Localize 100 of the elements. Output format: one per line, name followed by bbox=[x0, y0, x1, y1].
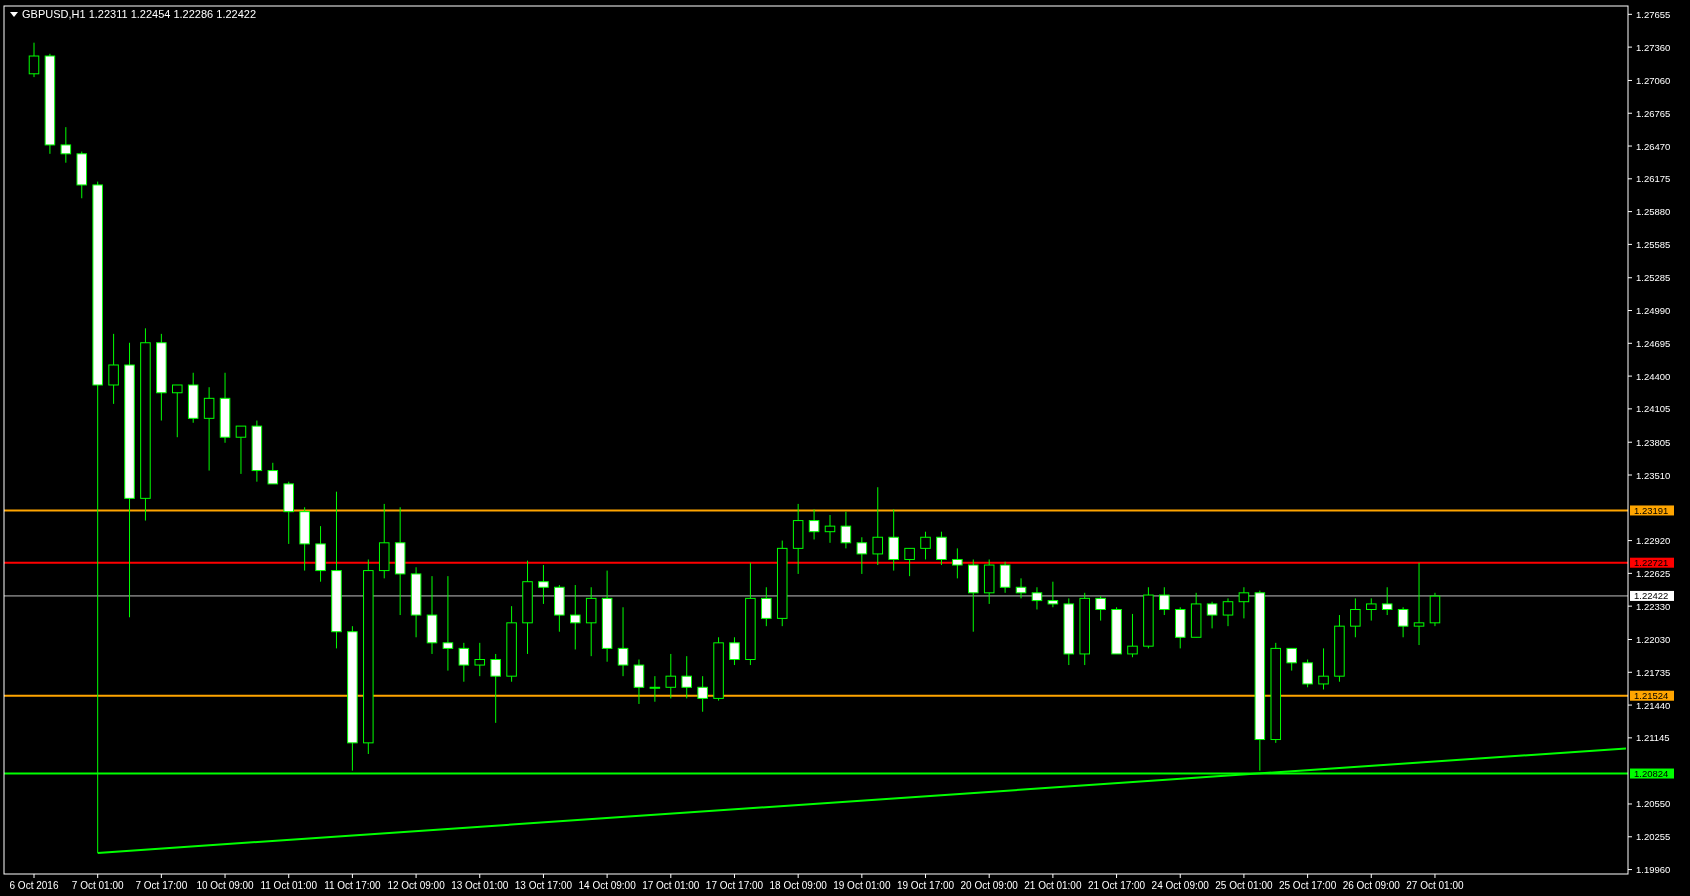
candlestick bbox=[761, 586, 772, 627]
candlestick bbox=[28, 42, 40, 78]
x-tick-label: 24 Oct 09:00 bbox=[1151, 880, 1210, 891]
candlestick bbox=[1127, 613, 1138, 658]
y-tick-label: 1.25285 bbox=[1636, 272, 1671, 284]
x-tick-label: 12 Oct 09:00 bbox=[387, 880, 446, 891]
candlestick bbox=[172, 384, 183, 438]
x-tick-label: 13 Oct 01:00 bbox=[451, 880, 509, 891]
candlestick bbox=[474, 642, 486, 677]
y-tick-label: 1.26175 bbox=[1636, 173, 1671, 185]
x-tick-label: 20 Oct 09:00 bbox=[960, 880, 1019, 891]
x-tick-label: 7 Oct 01:00 bbox=[71, 880, 124, 891]
x-tick-label: 17 Oct 01:00 bbox=[642, 880, 700, 891]
ref-line-label: 1.22721 bbox=[1634, 557, 1669, 569]
y-tick-label: 1.24695 bbox=[1636, 337, 1671, 349]
candlestick bbox=[490, 653, 501, 724]
y-tick-label: 1.27360 bbox=[1636, 41, 1671, 53]
candlestick bbox=[681, 655, 692, 699]
y-tick-label: 1.22330 bbox=[1636, 600, 1671, 612]
candlestick bbox=[920, 531, 931, 560]
x-tick-label: 7 Oct 17:00 bbox=[135, 880, 188, 891]
y-tick-label: 1.26765 bbox=[1636, 107, 1671, 119]
chart-title: GBPUSD,H1 1.22311 1.22454 1.22286 1.22422 bbox=[22, 8, 257, 20]
ref-line-label: 1.23191 bbox=[1634, 504, 1669, 516]
candlestick bbox=[904, 547, 915, 577]
y-tick-label: 1.22030 bbox=[1636, 634, 1671, 645]
candlestick bbox=[856, 536, 868, 575]
candlestick bbox=[1350, 597, 1361, 638]
candlestick bbox=[617, 606, 629, 677]
x-tick-label: 25 Oct 01:00 bbox=[1215, 880, 1273, 891]
candlestick bbox=[1159, 586, 1170, 616]
candlestick bbox=[1047, 581, 1059, 608]
candlestick bbox=[458, 642, 470, 683]
candlestick bbox=[665, 653, 677, 699]
y-tick-label: 1.22920 bbox=[1636, 535, 1671, 547]
candlestick bbox=[1413, 562, 1425, 646]
candlestick bbox=[1381, 586, 1393, 616]
candlestick bbox=[1397, 606, 1409, 638]
y-tick-label: 1.27060 bbox=[1636, 74, 1671, 86]
x-tick-label: 13 Oct 17:00 bbox=[514, 880, 573, 891]
candlestick bbox=[203, 386, 215, 472]
candlestick bbox=[840, 511, 852, 549]
candlestick bbox=[1318, 647, 1329, 691]
candlestick bbox=[888, 508, 899, 572]
y-tick-label: 1.25880 bbox=[1636, 206, 1671, 218]
candlestick bbox=[808, 508, 820, 540]
y-tick-label: 1.20550 bbox=[1636, 798, 1671, 810]
x-tick-label: 6 Oct 2016 bbox=[9, 880, 59, 891]
y-tick-label: 1.27655 bbox=[1636, 8, 1671, 20]
candlestick bbox=[1222, 597, 1234, 627]
candlestick bbox=[1206, 601, 1218, 629]
y-tick-label: 1.24105 bbox=[1636, 403, 1671, 415]
x-tick-label: 10 Oct 09:00 bbox=[196, 880, 255, 891]
candlestick bbox=[872, 486, 884, 566]
ref-line-label: 1.21524 bbox=[1634, 690, 1669, 702]
x-tick-label: 18 Oct 09:00 bbox=[769, 880, 828, 891]
y-tick-label: 1.24400 bbox=[1636, 370, 1671, 382]
x-tick-label: 11 Oct 01:00 bbox=[260, 880, 318, 891]
y-tick-label: 1.21440 bbox=[1636, 699, 1671, 711]
candlestick bbox=[538, 564, 549, 605]
y-tick-label: 1.23510 bbox=[1636, 469, 1671, 481]
candlestick bbox=[824, 514, 836, 544]
candlestick bbox=[936, 531, 947, 566]
candlestick bbox=[729, 636, 740, 666]
candlestick bbox=[1095, 595, 1106, 622]
candlestick bbox=[1302, 659, 1313, 688]
x-tick-label: 27 Oct 01:00 bbox=[1406, 880, 1465, 891]
y-tick-label: 1.26470 bbox=[1636, 140, 1671, 152]
x-tick-label: 26 Oct 09:00 bbox=[1342, 880, 1401, 891]
ref-line-label: 1.20824 bbox=[1634, 768, 1669, 780]
ref-line-label: 1.22422 bbox=[1634, 590, 1669, 602]
y-tick-label: 1.20255 bbox=[1636, 831, 1671, 843]
candlestick bbox=[235, 425, 247, 475]
candlestick bbox=[952, 547, 963, 579]
candlestick bbox=[60, 126, 72, 164]
y-tick-label: 1.24990 bbox=[1636, 305, 1671, 317]
x-tick-label: 21 Oct 01:00 bbox=[1024, 880, 1082, 891]
x-tick-label: 17 Oct 17:00 bbox=[705, 880, 764, 891]
x-tick-label: 11 Oct 17:00 bbox=[324, 880, 382, 891]
x-tick-label: 19 Oct 01:00 bbox=[833, 880, 891, 891]
y-tick-label: 1.23805 bbox=[1636, 436, 1671, 448]
x-tick-label: 25 Oct 17:00 bbox=[1278, 880, 1337, 891]
candlestick bbox=[999, 561, 1011, 594]
candlestick bbox=[1238, 586, 1250, 619]
candlestick bbox=[1366, 597, 1377, 622]
x-tick-label: 14 Oct 09:00 bbox=[578, 880, 637, 891]
x-tick-label: 21 Oct 17:00 bbox=[1087, 880, 1146, 891]
x-tick-label: 19 Oct 17:00 bbox=[896, 880, 955, 891]
candlestick bbox=[442, 575, 454, 672]
candlestick bbox=[1031, 586, 1043, 610]
candlestick bbox=[108, 333, 119, 405]
y-tick-label: 1.22625 bbox=[1636, 567, 1671, 579]
y-tick-label: 1.21735 bbox=[1636, 666, 1671, 678]
y-tick-label: 1.19960 bbox=[1636, 864, 1671, 876]
y-tick-label: 1.21145 bbox=[1636, 732, 1670, 744]
candlestick bbox=[633, 659, 645, 705]
candlestick bbox=[1286, 647, 1297, 672]
y-tick-label: 1.25585 bbox=[1636, 238, 1671, 250]
candlestick bbox=[697, 675, 708, 713]
candlestick bbox=[649, 675, 661, 703]
